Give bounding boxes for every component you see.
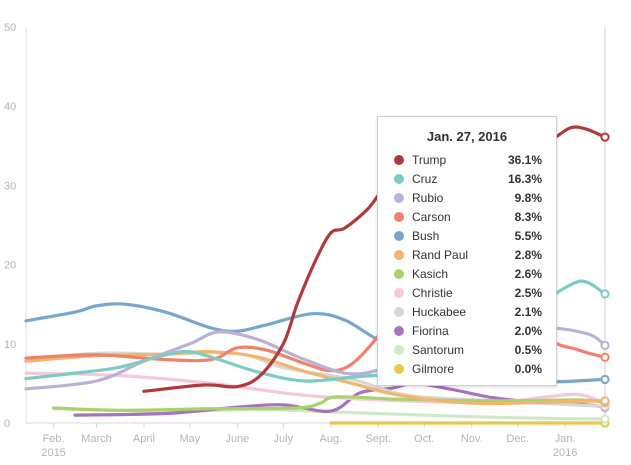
tooltip-rows: Trump 36.1% Cruz 16.3% Rubio 9.8% Carson 8.3% Bu… (378, 150, 556, 378)
y-tick-label: 30 (4, 180, 16, 192)
x-tick-label: Nov. (461, 433, 483, 445)
series-line-cruz (24, 279, 607, 383)
tooltip-candidate-name: Rand Paul (412, 247, 469, 262)
legend-swatch (394, 325, 404, 336)
x-tick-label: Aug. (319, 433, 342, 445)
x-tick-label: March (81, 433, 112, 445)
tooltip-candidate-value: 16.3% (507, 171, 542, 186)
tooltip-candidate-value: 0.0% (514, 361, 542, 376)
tooltip-candidate-name: Christie (412, 285, 453, 300)
tooltip-row-bush: Bush 5.5% (378, 226, 556, 245)
tooltip-candidate-value: 8.3% (514, 209, 542, 224)
tooltip-candidate-value: 9.8% (514, 190, 542, 205)
tooltip-candidate-value: 2.5% (514, 285, 542, 300)
end-marker-santorum (600, 414, 610, 424)
legend-swatch (394, 211, 404, 222)
tooltip-candidate-value: 36.1% (507, 152, 542, 167)
x-tick-label: July (274, 433, 294, 445)
x-tick-label: June (225, 433, 249, 445)
x-tick-label: Feb. (43, 433, 65, 445)
tooltip-candidate-value: 2.0% (514, 323, 542, 338)
series-line-kasich (52, 395, 607, 412)
axes: 0 10 20 30 40 50 Feb. 2015 March April May June July… (4, 22, 606, 459)
legend-swatch (394, 249, 404, 260)
end-marker-rubio (600, 340, 610, 350)
tooltip-date: Jan. 27, 2016 (426, 129, 508, 144)
tooltip-row-fiorina: Fiorina 2.0% (378, 321, 556, 340)
tooltip-candidate-name: Fiorina (412, 323, 449, 338)
end-markers (600, 132, 610, 428)
tooltip-row-rubio: Rubio 9.8% (378, 188, 556, 207)
tooltip-candidate-name: Gilmore (412, 361, 455, 376)
tooltip-candidate-name: Bush (412, 228, 440, 243)
x-tick-label: Oct. (414, 433, 434, 445)
end-marker-cruz (600, 289, 610, 299)
tooltip-candidate-value: 2.8% (514, 247, 542, 262)
tooltip-candidate-name: Santorum (412, 342, 465, 357)
x-tick-label: May (180, 433, 201, 445)
x-tick-label: Jan. (555, 433, 576, 445)
tooltip-row-kasich: Kasich 2.6% (378, 264, 556, 283)
series-line-rand-paul (24, 350, 607, 406)
y-tick-label: 20 (4, 260, 16, 272)
end-marker-carson (600, 352, 610, 362)
tooltip-candidate-name: Cruz (412, 171, 438, 186)
legend-swatch (394, 154, 404, 165)
y-tick-label: 50 (4, 22, 16, 34)
legend-swatch (394, 173, 404, 184)
tooltip-candidate-value: 5.5% (514, 228, 542, 243)
legend-swatch (394, 287, 404, 298)
tooltip-candidate-name: Carson (412, 209, 451, 224)
tooltip-row-huckabee: Huckabee 2.1% (378, 302, 556, 321)
x-tick-year-label: 2016 (553, 447, 577, 459)
tooltip-row-carson: Carson 8.3% (378, 207, 556, 226)
tooltip-candidate-name: Kasich (412, 266, 449, 281)
end-marker-rand-paul (600, 396, 610, 406)
end-marker-bush (600, 374, 610, 385)
tooltip-candidate-name: Rubio (412, 190, 444, 205)
tooltip-row-gilmore: Gilmore 0.0% (378, 359, 556, 378)
legend-swatch (394, 192, 404, 203)
tooltip-row-trump: Trump 36.1% (378, 150, 556, 169)
legend-swatch (394, 344, 404, 355)
legend-swatch (394, 306, 404, 317)
y-tick-label: 10 (4, 339, 16, 351)
y-tick-label: 0 (4, 418, 10, 430)
tooltip-candidate-name: Trump (412, 152, 447, 167)
tooltip-candidate-name: Huckabee (412, 304, 467, 319)
legend-swatch (394, 230, 404, 241)
x-tick-label: Sept. (365, 433, 391, 445)
x-tick-label: April (133, 433, 155, 445)
hover-tooltip: Jan. 27, 2016 Trump 36.1% Cruz 16.3% Rubio 9.… (377, 116, 557, 386)
x-tick-year-label: 2015 (41, 447, 65, 459)
y-tick-label: 40 (4, 101, 16, 113)
tooltip-row-cruz: Cruz 16.3% (378, 169, 556, 188)
end-marker-trump (600, 132, 610, 142)
tooltip-row-rand-paul: Rand Paul 2.8% (378, 245, 556, 264)
tooltip-row-santorum: Santorum 0.5% (378, 340, 556, 359)
series-lines (24, 125, 607, 425)
legend-swatch (394, 268, 404, 279)
tooltip-row-christie: Christie 2.5% (378, 283, 556, 302)
tooltip-candidate-value: 0.5% (514, 342, 542, 357)
x-tick-label: Dec. (506, 433, 529, 445)
legend-swatch (394, 363, 404, 374)
tooltip-candidate-value: 2.6% (514, 266, 542, 281)
tooltip-candidate-value: 2.1% (514, 304, 542, 319)
